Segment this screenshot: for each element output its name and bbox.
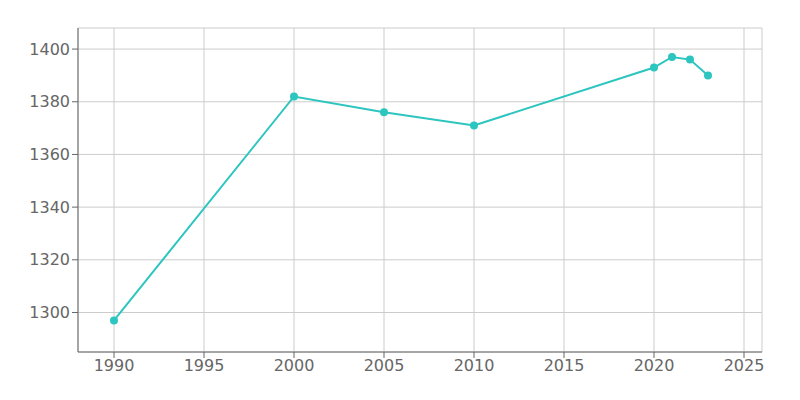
svg-text:2000: 2000 bbox=[274, 356, 315, 375]
svg-text:1380: 1380 bbox=[29, 92, 70, 111]
svg-text:1990: 1990 bbox=[94, 356, 135, 375]
svg-text:1400: 1400 bbox=[29, 40, 70, 59]
svg-text:2025: 2025 bbox=[724, 356, 765, 375]
svg-text:2010: 2010 bbox=[454, 356, 495, 375]
svg-text:2005: 2005 bbox=[364, 356, 405, 375]
svg-text:1320: 1320 bbox=[29, 250, 70, 269]
svg-text:1300: 1300 bbox=[29, 303, 70, 322]
svg-text:2015: 2015 bbox=[544, 356, 585, 375]
svg-text:1360: 1360 bbox=[29, 145, 70, 164]
svg-text:1995: 1995 bbox=[184, 356, 225, 375]
svg-text:1340: 1340 bbox=[29, 198, 70, 217]
svg-text:2020: 2020 bbox=[634, 356, 675, 375]
